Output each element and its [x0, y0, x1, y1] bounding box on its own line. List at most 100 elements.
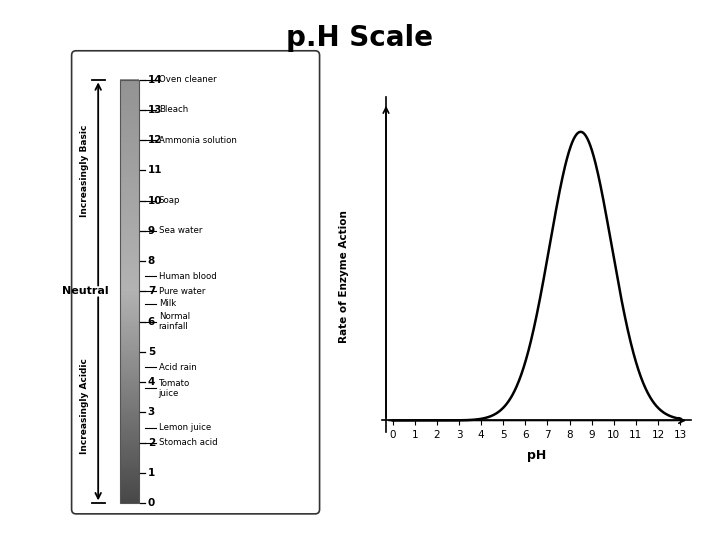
Bar — [120, 140, 140, 143]
Text: 9: 9 — [148, 226, 155, 236]
Bar — [120, 195, 140, 198]
Bar — [120, 240, 140, 242]
Bar — [120, 399, 140, 402]
Bar — [120, 490, 140, 492]
Bar — [120, 257, 140, 260]
Bar — [120, 211, 140, 213]
Bar — [120, 433, 140, 435]
Bar — [120, 249, 140, 251]
Bar — [120, 270, 140, 272]
Text: 6: 6 — [148, 316, 155, 327]
Bar — [120, 469, 140, 471]
Bar — [120, 361, 140, 363]
Bar — [120, 306, 140, 308]
Bar — [120, 471, 140, 474]
Bar — [120, 384, 140, 387]
Bar — [120, 204, 140, 207]
Bar — [120, 325, 140, 327]
Bar — [120, 461, 140, 463]
Bar — [120, 272, 140, 274]
Bar — [120, 329, 140, 332]
Bar — [120, 268, 140, 270]
Bar — [120, 132, 140, 134]
Text: Oven cleaner: Oven cleaner — [158, 75, 216, 84]
Bar — [120, 190, 140, 192]
Bar — [120, 236, 140, 239]
Text: 14: 14 — [148, 75, 163, 85]
Bar — [120, 442, 140, 444]
Bar — [120, 300, 140, 302]
Bar — [120, 321, 140, 323]
FancyBboxPatch shape — [71, 51, 320, 514]
Text: Soap: Soap — [158, 196, 180, 205]
Bar — [120, 282, 140, 285]
Bar — [120, 111, 140, 113]
Bar — [120, 82, 140, 84]
Bar — [120, 109, 140, 111]
Bar — [120, 395, 140, 397]
Bar — [120, 202, 140, 205]
Bar — [120, 338, 140, 340]
Text: Pure water: Pure water — [158, 287, 205, 296]
Bar — [120, 84, 140, 86]
Bar — [120, 312, 140, 315]
Bar — [120, 393, 140, 395]
Bar — [120, 340, 140, 342]
Bar — [120, 79, 140, 503]
Bar — [120, 316, 140, 319]
Bar — [120, 143, 140, 145]
Bar — [120, 482, 140, 484]
Bar — [120, 348, 140, 350]
Bar — [120, 166, 140, 168]
Bar — [120, 374, 140, 376]
Bar — [120, 158, 140, 160]
Bar — [120, 264, 140, 266]
Bar — [120, 213, 140, 215]
Bar — [120, 266, 140, 268]
Bar — [120, 418, 140, 421]
Bar — [120, 304, 140, 306]
Bar — [120, 369, 140, 372]
Bar — [120, 242, 140, 245]
Bar — [120, 124, 140, 126]
Text: 12: 12 — [148, 135, 162, 145]
Bar — [120, 177, 140, 179]
Bar — [120, 160, 140, 162]
Bar — [120, 456, 140, 459]
Bar — [120, 302, 140, 304]
Bar — [120, 387, 140, 389]
Bar — [120, 448, 140, 450]
Bar — [120, 137, 140, 139]
Text: 2: 2 — [148, 438, 155, 448]
Bar — [120, 151, 140, 154]
Bar — [120, 208, 140, 211]
Bar — [120, 107, 140, 109]
Bar — [120, 100, 140, 103]
Bar — [120, 499, 140, 501]
Text: Ammonia solution: Ammonia solution — [158, 136, 237, 145]
Text: Acid rain: Acid rain — [158, 362, 197, 372]
Text: 4: 4 — [148, 377, 155, 387]
Bar — [120, 206, 140, 209]
Bar — [120, 90, 140, 92]
Bar — [120, 467, 140, 469]
Bar — [120, 440, 140, 442]
Text: Sea water: Sea water — [158, 226, 202, 235]
Bar — [120, 473, 140, 476]
Bar — [120, 227, 140, 230]
Bar — [120, 122, 140, 124]
Bar — [120, 332, 140, 334]
Bar — [120, 488, 140, 490]
Bar — [120, 353, 140, 355]
Bar — [120, 234, 140, 237]
Bar — [120, 117, 140, 120]
Text: Normal
rainfall: Normal rainfall — [158, 312, 190, 332]
Bar — [120, 198, 140, 200]
Bar — [120, 346, 140, 349]
Bar — [120, 185, 140, 187]
Bar — [120, 187, 140, 190]
Bar — [120, 279, 140, 281]
Bar — [120, 463, 140, 465]
Bar — [120, 183, 140, 185]
Text: 1: 1 — [148, 468, 155, 478]
